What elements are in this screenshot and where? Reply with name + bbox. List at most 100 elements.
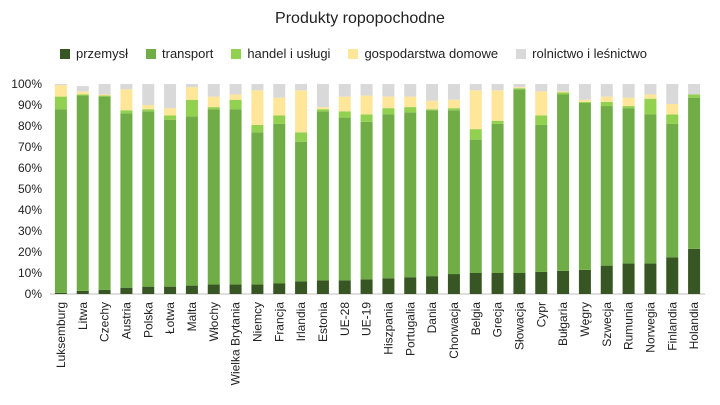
- y-tick-label: 40%: [18, 203, 42, 217]
- bar-segment: [513, 84, 526, 88]
- x-tick-label: Węgry: [578, 302, 592, 337]
- x-tick-label: Norwegia: [643, 302, 657, 353]
- bar-segment: [295, 141, 308, 282]
- bar-segment: [98, 289, 111, 294]
- x-tick-label: Cypr: [534, 302, 548, 327]
- bar-segment: [229, 84, 242, 95]
- bar-segment: [316, 109, 329, 112]
- bar-segment: [185, 99, 198, 117]
- bar-segment: [535, 271, 548, 294]
- x-tick-label: Finlandia: [665, 302, 679, 351]
- bar-segment: [491, 123, 504, 274]
- bar-segment: [98, 96, 111, 290]
- bar-segment: [557, 91, 570, 93]
- bar-segment: [404, 277, 417, 294]
- bar-segment: [98, 94, 111, 96]
- bar-segment: [207, 84, 220, 97]
- bar-segment: [469, 90, 482, 130]
- bar-segment: [295, 132, 308, 142]
- bar-segment: [666, 103, 679, 115]
- x-tick-label: Chorwacja: [447, 302, 461, 359]
- x-tick-label: Malta: [185, 302, 199, 332]
- bar-segment: [120, 110, 133, 114]
- bar-segment: [469, 129, 482, 140]
- x-tick-label: Belgia: [469, 302, 483, 336]
- legend-label: przemysł: [76, 46, 129, 61]
- legend-label: handel i usługi: [247, 46, 331, 61]
- bar-segment: [185, 285, 198, 294]
- bar-segment: [316, 111, 329, 281]
- bar-segment: [557, 270, 570, 294]
- bar-segment: [229, 284, 242, 294]
- bar-segment: [491, 120, 504, 124]
- y-tick-label: 60%: [18, 161, 42, 175]
- bar-segment: [207, 109, 220, 285]
- bar-segment: [447, 274, 460, 294]
- bar-segment: [600, 96, 613, 102]
- x-tick-label: Szwecja: [600, 302, 614, 347]
- x-tick-label: Czechy: [98, 302, 112, 342]
- bar-segment: [316, 280, 329, 294]
- bar-segment: [316, 107, 329, 110]
- bar-segment: [426, 84, 439, 101]
- bar-segment: [382, 84, 395, 97]
- bar-segment: [578, 269, 591, 294]
- bar-segment: [557, 84, 570, 92]
- bar-segment: [535, 124, 548, 272]
- bar-segment: [404, 107, 417, 113]
- bar-segment: [447, 84, 460, 100]
- bar-segment: [666, 123, 679, 258]
- x-tick-label: Niemcy: [250, 302, 264, 342]
- bar-segment: [426, 100, 439, 110]
- x-tick-label: Dania: [425, 302, 439, 334]
- bar-segment: [600, 101, 613, 107]
- bar-segment: [98, 95, 111, 97]
- legend-item-gospodarstwa: gospodarstwa domowe: [348, 46, 498, 61]
- bar-segment: [644, 263, 657, 294]
- bar-segment: [404, 96, 417, 108]
- bar-segment: [360, 114, 373, 122]
- bar-segment: [251, 132, 264, 285]
- bar-segment: [426, 109, 439, 111]
- bar-segment: [557, 92, 570, 95]
- bar-segment: [360, 95, 373, 115]
- bar-segment: [76, 290, 89, 294]
- bar-segment: [491, 90, 504, 121]
- bar-segment: [54, 84, 67, 86]
- bar-segment: [447, 108, 460, 111]
- bar-segment: [513, 273, 526, 294]
- bar-segment: [404, 84, 417, 97]
- bar-segment: [360, 84, 373, 96]
- bar-segment: [338, 117, 351, 281]
- x-tick-label: Hiszpania: [381, 302, 395, 355]
- bar-segment: [382, 108, 395, 115]
- x-tick-label: Bułgaria: [556, 302, 570, 346]
- legend-item-transport: transport: [146, 46, 213, 61]
- bar-segment: [142, 84, 155, 105]
- y-tick-label: 50%: [18, 182, 42, 196]
- bar-segment: [273, 123, 286, 284]
- x-tick-label: Austria: [119, 302, 133, 340]
- x-tick-label: Estonia: [316, 302, 330, 342]
- x-tick-label: Słowacja: [512, 302, 526, 350]
- bar-segment: [207, 284, 220, 294]
- bar-segment: [382, 278, 395, 294]
- legend-swatch: [348, 48, 359, 59]
- bar-segment: [251, 124, 264, 133]
- bar-segment: [622, 106, 635, 109]
- bar-segment: [142, 105, 155, 110]
- y-tick-label: 80%: [18, 119, 42, 133]
- x-tick-label: UE-28: [338, 302, 352, 336]
- legend-label: gospodarstwa domowe: [364, 46, 499, 61]
- bar-segment: [251, 90, 264, 125]
- bar-segment: [600, 265, 613, 294]
- bar-segment: [295, 84, 308, 91]
- y-tick-label: 10%: [18, 266, 42, 280]
- x-tick-label: Wielka Brytania: [229, 302, 243, 386]
- x-tick-label: Grecja: [491, 302, 505, 338]
- bar-segment: [644, 114, 657, 264]
- bar-segment: [535, 91, 548, 116]
- bar-segment: [644, 94, 657, 99]
- bar-segment: [207, 96, 220, 108]
- bar-segment: [622, 263, 635, 294]
